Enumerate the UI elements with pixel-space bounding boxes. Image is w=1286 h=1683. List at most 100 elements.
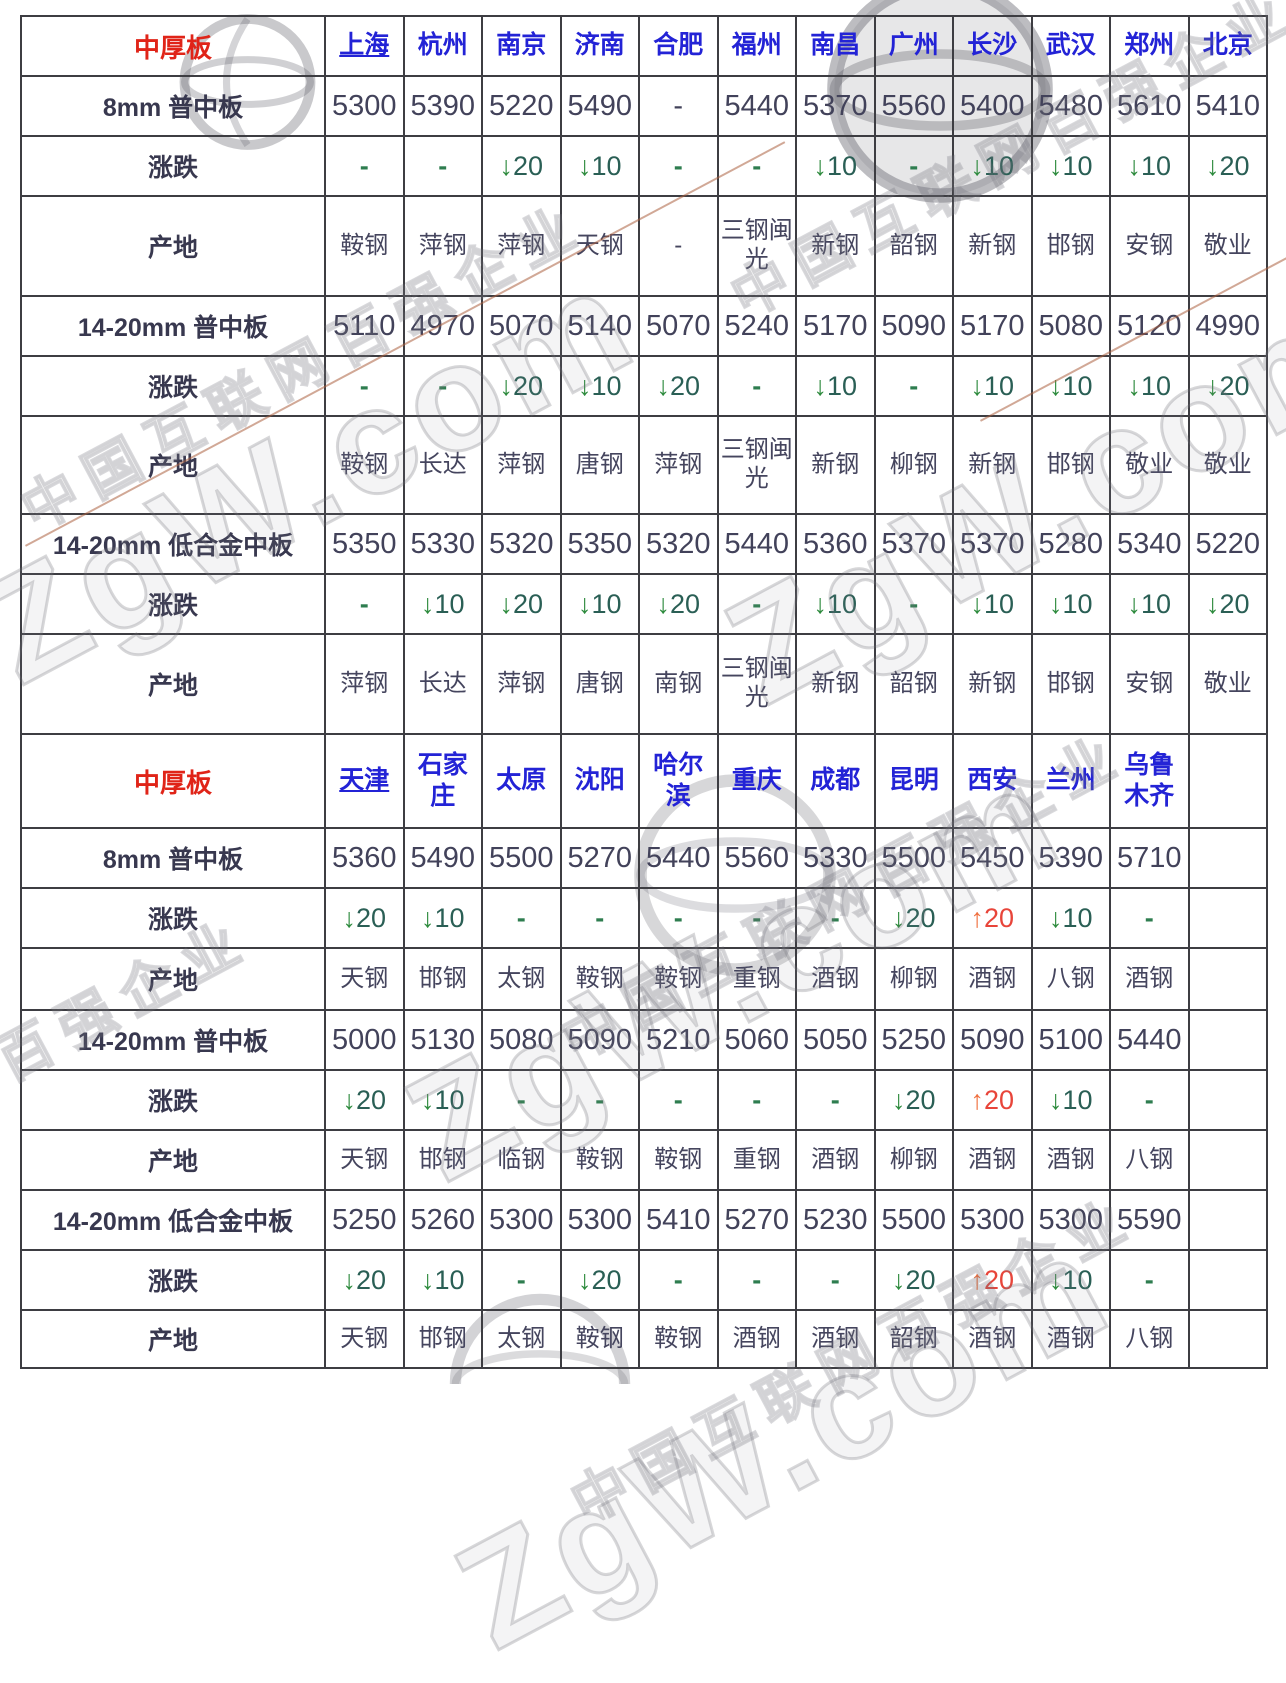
change-cell: ↓20 [559, 1249, 640, 1311]
table-row: 8mm 普中板 5360 5490 5500 5270 5440 5560 5330 5500 5… [20, 827, 1268, 889]
change-value: 10 [1062, 370, 1093, 401]
table-row: 涨跌 ↓20 ↓10- - - - - ↓20 ↑20 ↓10- [20, 1069, 1268, 1131]
origin-cell: 韶钢 [873, 633, 954, 735]
arrow-down-icon: ↓ [342, 1264, 356, 1295]
price-cell: 5260 [402, 1189, 483, 1251]
price-cell: 5320 [481, 513, 562, 575]
city-header [1187, 733, 1268, 829]
city-header: 太原 [481, 733, 562, 829]
no-change-dash: - [752, 370, 762, 401]
arrow-down-icon: ↓ [577, 1264, 592, 1295]
row-label: 涨跌 [20, 355, 326, 417]
origin-cell: 天钢 [324, 1129, 405, 1191]
price-cell: 5330 [795, 827, 876, 889]
city-header: 长沙 [952, 15, 1033, 77]
price-cell: 5330 [402, 513, 483, 575]
no-change-dash: - [909, 370, 919, 401]
change-value: 10 [591, 588, 622, 619]
origin-cell: 唐钢 [559, 633, 640, 735]
price-cell: 5120 [1109, 295, 1190, 357]
origin-cell: 敬业 [1187, 415, 1268, 515]
origin-cell: 鞍钢 [638, 1309, 719, 1369]
arrow-down-icon: ↓ [970, 370, 984, 401]
city-name: 西安 [967, 766, 1018, 795]
arrow-down-icon: ↓ [1048, 902, 1063, 933]
city-name: 南昌 [810, 31, 861, 60]
no-change-dash: - [1144, 1264, 1154, 1295]
origin-cell: 酒钢 [1030, 1129, 1111, 1191]
origin-cell: 敬业 [1187, 195, 1268, 297]
price-cell: 5560 [873, 75, 954, 137]
city-header: 北京 [1187, 15, 1268, 77]
origin-cell: 萍钢 [481, 633, 562, 735]
table-row: 产地 天钢 邯钢 太钢 鞍钢 鞍钢 酒钢 酒钢 韶钢 酒钢 酒钢 八钢 [20, 1309, 1268, 1369]
change-value: 20 [1219, 150, 1250, 181]
price-cell: 5070 [481, 295, 562, 357]
change-cell: - [402, 135, 483, 197]
arrow-down-icon: ↓ [970, 150, 984, 181]
row-label: 涨跌 [20, 887, 326, 949]
table-row: 涨跌 - - ↓20 ↓10- - ↓10- ↓10 ↓10 ↓10 ↓20 [20, 135, 1268, 197]
no-change-dash: - [438, 370, 448, 401]
change-value: 10 [1140, 588, 1172, 619]
arrow-down-icon: ↓ [813, 150, 827, 181]
origin-cell: 邯钢 [1030, 633, 1111, 735]
arrow-down-icon: ↓ [1048, 1084, 1063, 1115]
origin-cell: 天钢 [559, 195, 640, 297]
arrow-up-icon: ↑ [970, 902, 984, 933]
no-change-dash: - [1144, 1084, 1154, 1115]
origin-cell: 邯钢 [1030, 415, 1111, 515]
change-cell: ↓10 [559, 135, 640, 197]
change-value: 20 [591, 1264, 622, 1295]
city-name: 郑州 [1124, 31, 1175, 60]
no-change-dash: - [673, 1264, 683, 1295]
row-label: 产地 [20, 633, 326, 735]
origin-cell: 鞍钢 [638, 1129, 719, 1191]
origin-cell: 三钢闽光 [716, 195, 797, 297]
price-cell: 5440 [638, 827, 719, 889]
change-cell: ↓20 [1187, 573, 1268, 635]
change-cell: ↓10 [1030, 573, 1111, 635]
origin-cell: 酒钢 [1109, 947, 1190, 1011]
corner-label: 中厚板 [20, 733, 326, 829]
change-cell: ↓10 [795, 135, 876, 197]
origin-cell: 萍钢 [481, 415, 562, 515]
arrow-down-icon: ↓ [1205, 150, 1220, 181]
change-cell: ↓20 [481, 573, 562, 635]
change-cell: ↓10 [1030, 135, 1111, 197]
price-cell: 5060 [716, 1009, 797, 1071]
no-change-dash: - [909, 588, 919, 619]
city-header: 杭州 [402, 15, 483, 77]
change-cell [1187, 1249, 1268, 1311]
price-cell: 5280 [1030, 513, 1111, 575]
arrow-down-icon: ↓ [1048, 370, 1063, 401]
table-row: 涨跌 - - ↓20 ↓10 ↓20- ↓10- ↓10 ↓10 ↓10 ↓20 [20, 355, 1268, 417]
arrow-down-icon: ↓ [420, 1264, 435, 1295]
origin-cell [1187, 1129, 1268, 1191]
change-cell: ↓20 [873, 887, 954, 949]
price-cell [1187, 1189, 1268, 1251]
city-name: 杭州 [417, 31, 468, 60]
row-label: 14-20mm 低合金中板 [20, 1189, 326, 1251]
price-cell: 5440 [1109, 1009, 1190, 1071]
arrow-down-icon: ↓ [1205, 370, 1220, 401]
no-change-dash: - [830, 902, 840, 933]
origin-cell: 太钢 [481, 1309, 562, 1369]
change-cell: ↓20 [324, 1249, 405, 1311]
change-cell: - [716, 573, 797, 635]
origin-cell: 鞍钢 [324, 195, 405, 297]
price-cell: 5410 [638, 1189, 719, 1251]
arrow-down-icon: ↓ [499, 588, 513, 619]
row-label: 14-20mm 低合金中板 [20, 513, 326, 575]
change-cell: - [716, 1249, 797, 1311]
change-cell: - [795, 1249, 876, 1311]
arrow-down-icon: ↓ [342, 1084, 356, 1115]
no-change-dash: - [673, 150, 683, 181]
arrow-down-icon: ↓ [813, 588, 827, 619]
change-value: 20 [512, 150, 544, 181]
origin-cell [1187, 947, 1268, 1011]
city-name: 武汉 [1045, 31, 1096, 60]
no-change-dash: - [359, 370, 369, 401]
price-cell: 5500 [873, 1189, 954, 1251]
origin-cell: 敬业 [1187, 633, 1268, 735]
